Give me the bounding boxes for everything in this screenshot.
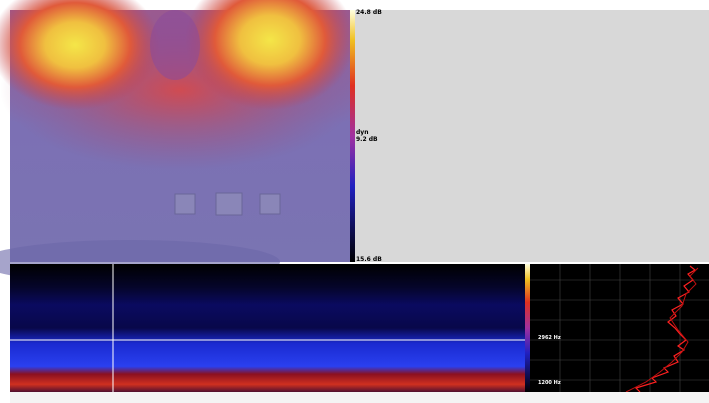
acoustic-camera-app: 24.8 dB dyn 9.2 dB 15.6 dB 2962 Hz 1200 … — [0, 0, 709, 403]
upper-marker: 2962 Hz — [538, 335, 561, 341]
colorbar-max: 24.8 dB — [356, 9, 382, 16]
lower-marker: 1200 Hz — [538, 380, 561, 386]
colorbar-mid-label: dyn — [356, 129, 368, 136]
heatmap — [0, 0, 360, 284]
colorbar-mid-value: 9.2 dB — [356, 136, 378, 143]
color-bar — [350, 10, 355, 262]
spectrum-panel: 2962 Hz 1200 Hz — [530, 264, 709, 392]
time-axis — [10, 392, 709, 403]
colorbar-min: 15.6 dB — [356, 256, 382, 263]
empty-panel — [355, 10, 709, 262]
spectrogram — [10, 264, 530, 392]
